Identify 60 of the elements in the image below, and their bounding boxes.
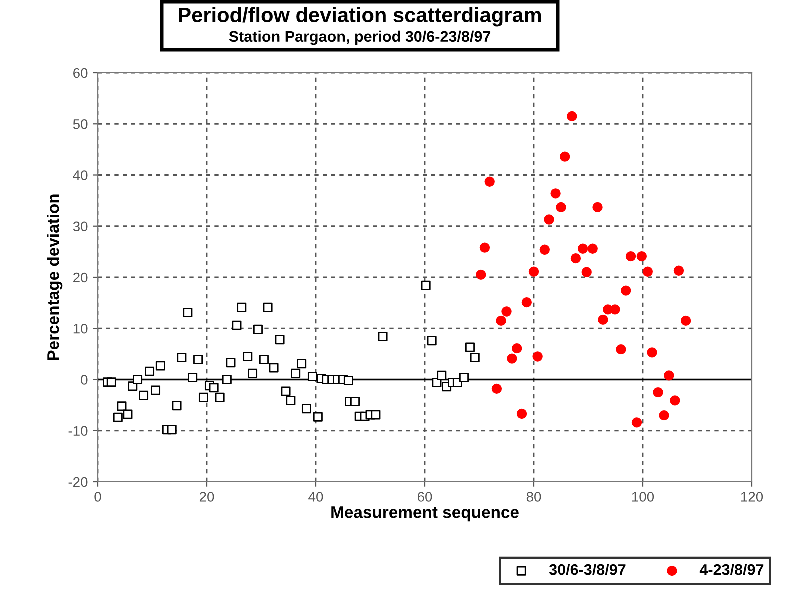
point	[476, 270, 486, 280]
point	[610, 304, 620, 315]
point	[516, 408, 528, 420]
point	[636, 251, 647, 262]
point	[653, 387, 664, 398]
point	[502, 306, 512, 317]
point	[659, 410, 670, 421]
chart-subtitle: Station Pargaon, period 30/6-23/8/97	[229, 30, 491, 46]
x-axis-title: Measurement sequence	[332, 506, 519, 522]
y-tick-label: 10	[74, 324, 88, 334]
point	[496, 316, 506, 326]
point	[540, 244, 550, 255]
y-tick-label: 60	[74, 68, 88, 78]
y-axis-title: Percentage deviation	[47, 194, 63, 360]
point	[598, 314, 608, 326]
x-tick-label: 80	[526, 492, 542, 502]
y-tick-label: 30	[73, 222, 88, 232]
point	[492, 384, 502, 394]
point	[642, 266, 653, 277]
point	[507, 354, 518, 364]
x-tick-label: 20	[200, 492, 214, 502]
point	[484, 176, 495, 187]
point	[670, 396, 680, 406]
point	[570, 253, 582, 264]
point	[578, 244, 588, 254]
x-tick-label: 100	[632, 492, 654, 502]
point	[480, 242, 490, 253]
point	[550, 188, 561, 199]
point	[621, 286, 632, 296]
point	[512, 343, 522, 354]
y-tick-label: 40	[73, 170, 88, 180]
x-tick-label: 0	[94, 492, 102, 502]
legend-label: 4-23/8/97	[700, 564, 764, 576]
point	[556, 202, 566, 213]
point	[616, 344, 626, 355]
point	[528, 266, 540, 277]
y-tick-label: 20	[74, 272, 88, 283]
point	[674, 266, 684, 276]
x-tick-label: 120	[741, 492, 764, 502]
point	[592, 202, 603, 213]
point	[544, 214, 554, 225]
legend-label: 30/6-3/8/97	[549, 564, 626, 576]
point	[532, 352, 543, 362]
x-tick-label: 60	[418, 492, 432, 502]
point	[664, 370, 674, 381]
chart-title: Period/flow deviation scatterdiagram	[179, 7, 542, 27]
y-tick-label: 50	[73, 119, 88, 130]
point	[626, 251, 636, 262]
point	[560, 152, 570, 162]
point	[647, 348, 658, 358]
point	[567, 111, 578, 122]
point	[680, 316, 692, 326]
y-tick-label: 0	[81, 375, 88, 385]
y-tick-label: -20	[68, 477, 88, 488]
point	[588, 244, 598, 254]
point	[522, 297, 532, 308]
point	[632, 418, 642, 428]
y-tick-label: -10	[68, 426, 88, 436]
x-tick-label: 40	[308, 492, 324, 502]
point	[582, 267, 592, 278]
